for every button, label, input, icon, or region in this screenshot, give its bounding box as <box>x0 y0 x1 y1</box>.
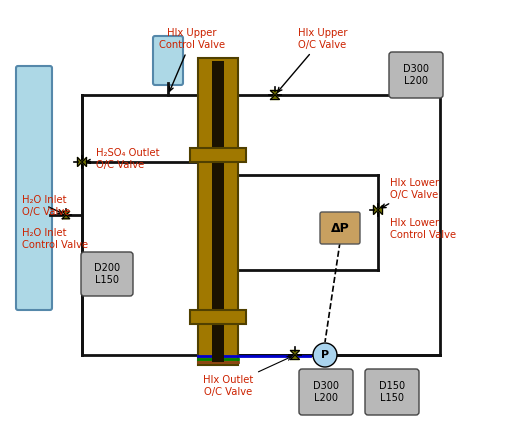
Polygon shape <box>374 205 378 215</box>
Text: H₂SO₄ Outlet
O/C Valve: H₂SO₄ Outlet O/C Valve <box>86 148 160 170</box>
Polygon shape <box>62 215 70 219</box>
Polygon shape <box>271 95 279 100</box>
FancyBboxPatch shape <box>365 369 419 415</box>
Text: HIx Lower
O/C Valve: HIx Lower O/C Valve <box>382 178 439 208</box>
Polygon shape <box>82 158 86 167</box>
Text: D200
L150: D200 L150 <box>94 263 120 285</box>
FancyBboxPatch shape <box>299 369 353 415</box>
Text: HIx Upper
O/C Valve: HIx Upper O/C Valve <box>278 28 347 92</box>
Bar <box>198 58 238 365</box>
Text: H₂O Inlet
Control Valve: H₂O Inlet Control Valve <box>22 228 88 250</box>
FancyBboxPatch shape <box>16 66 52 310</box>
Polygon shape <box>77 158 82 167</box>
FancyBboxPatch shape <box>320 212 360 244</box>
FancyBboxPatch shape <box>153 36 183 85</box>
Polygon shape <box>378 205 382 215</box>
Text: HIx Lower
Control Valve: HIx Lower Control Valve <box>390 218 456 239</box>
Text: HIx Upper
Control Valve: HIx Upper Control Valve <box>159 28 225 91</box>
Text: P: P <box>321 350 329 360</box>
FancyBboxPatch shape <box>81 252 133 296</box>
Polygon shape <box>62 211 70 215</box>
Bar <box>190 148 246 162</box>
Text: H₂O Inlet
O/C Valve: H₂O Inlet O/C Valve <box>22 195 70 216</box>
Polygon shape <box>290 355 299 360</box>
Text: D150
L150: D150 L150 <box>379 381 405 403</box>
Text: D300
L200: D300 L200 <box>403 64 429 86</box>
FancyBboxPatch shape <box>389 52 443 98</box>
Bar <box>190 310 246 324</box>
Text: D300
L200: D300 L200 <box>313 381 339 403</box>
Polygon shape <box>290 351 299 355</box>
Bar <box>212 61 224 362</box>
Text: ΔP: ΔP <box>331 222 349 234</box>
Text: HIx Outlet
O/C Valve: HIx Outlet O/C Valve <box>203 357 291 397</box>
Polygon shape <box>271 90 279 95</box>
Circle shape <box>313 343 337 367</box>
